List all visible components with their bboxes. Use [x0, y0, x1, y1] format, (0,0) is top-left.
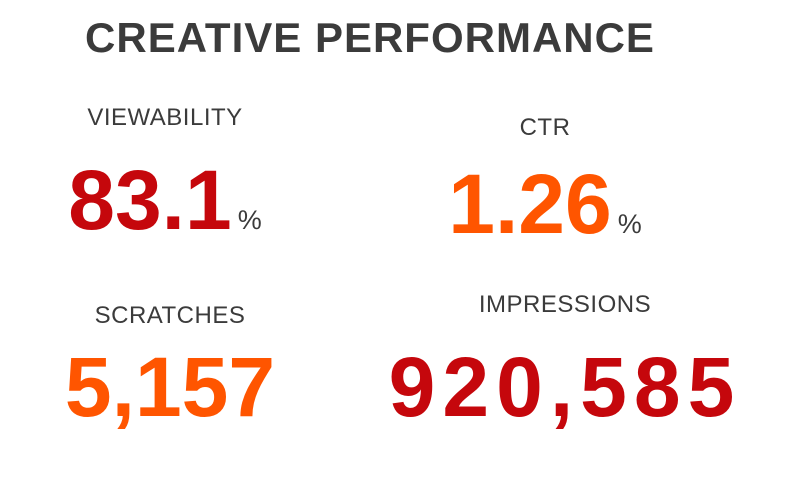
metric-card: SCRATCHES 5,157 — [30, 0, 310, 480]
metric-value-line: 920,585 — [370, 345, 760, 429]
page-title: CREATIVE PERFORMANCE — [85, 14, 655, 61]
metric-value-line: 1.26% — [420, 162, 670, 266]
metric-label: SCRATCHES — [94, 302, 246, 329]
metric-unit: % — [617, 209, 642, 239]
metric-value: 5,157 — [64, 340, 276, 434]
metric-card: CTR 1.26% — [420, 0, 670, 480]
metric-label: CTR — [519, 114, 571, 141]
metric-value-line: 5,157 — [30, 345, 310, 429]
metric-label: IMPRESSIONS — [478, 291, 652, 318]
metric-label: VIEWABILITY — [87, 104, 243, 131]
metric-card: IMPRESSIONS 920,585 — [370, 0, 760, 480]
metric-value: 1.26 — [448, 157, 612, 251]
metric-card: VIEWABILITY 83.1% — [40, 0, 290, 480]
metric-unit: % — [237, 205, 262, 235]
metric-value-line: 83.1% — [40, 158, 290, 262]
metric-value: 920,585 — [388, 340, 742, 434]
metric-value: 83.1 — [68, 153, 232, 247]
